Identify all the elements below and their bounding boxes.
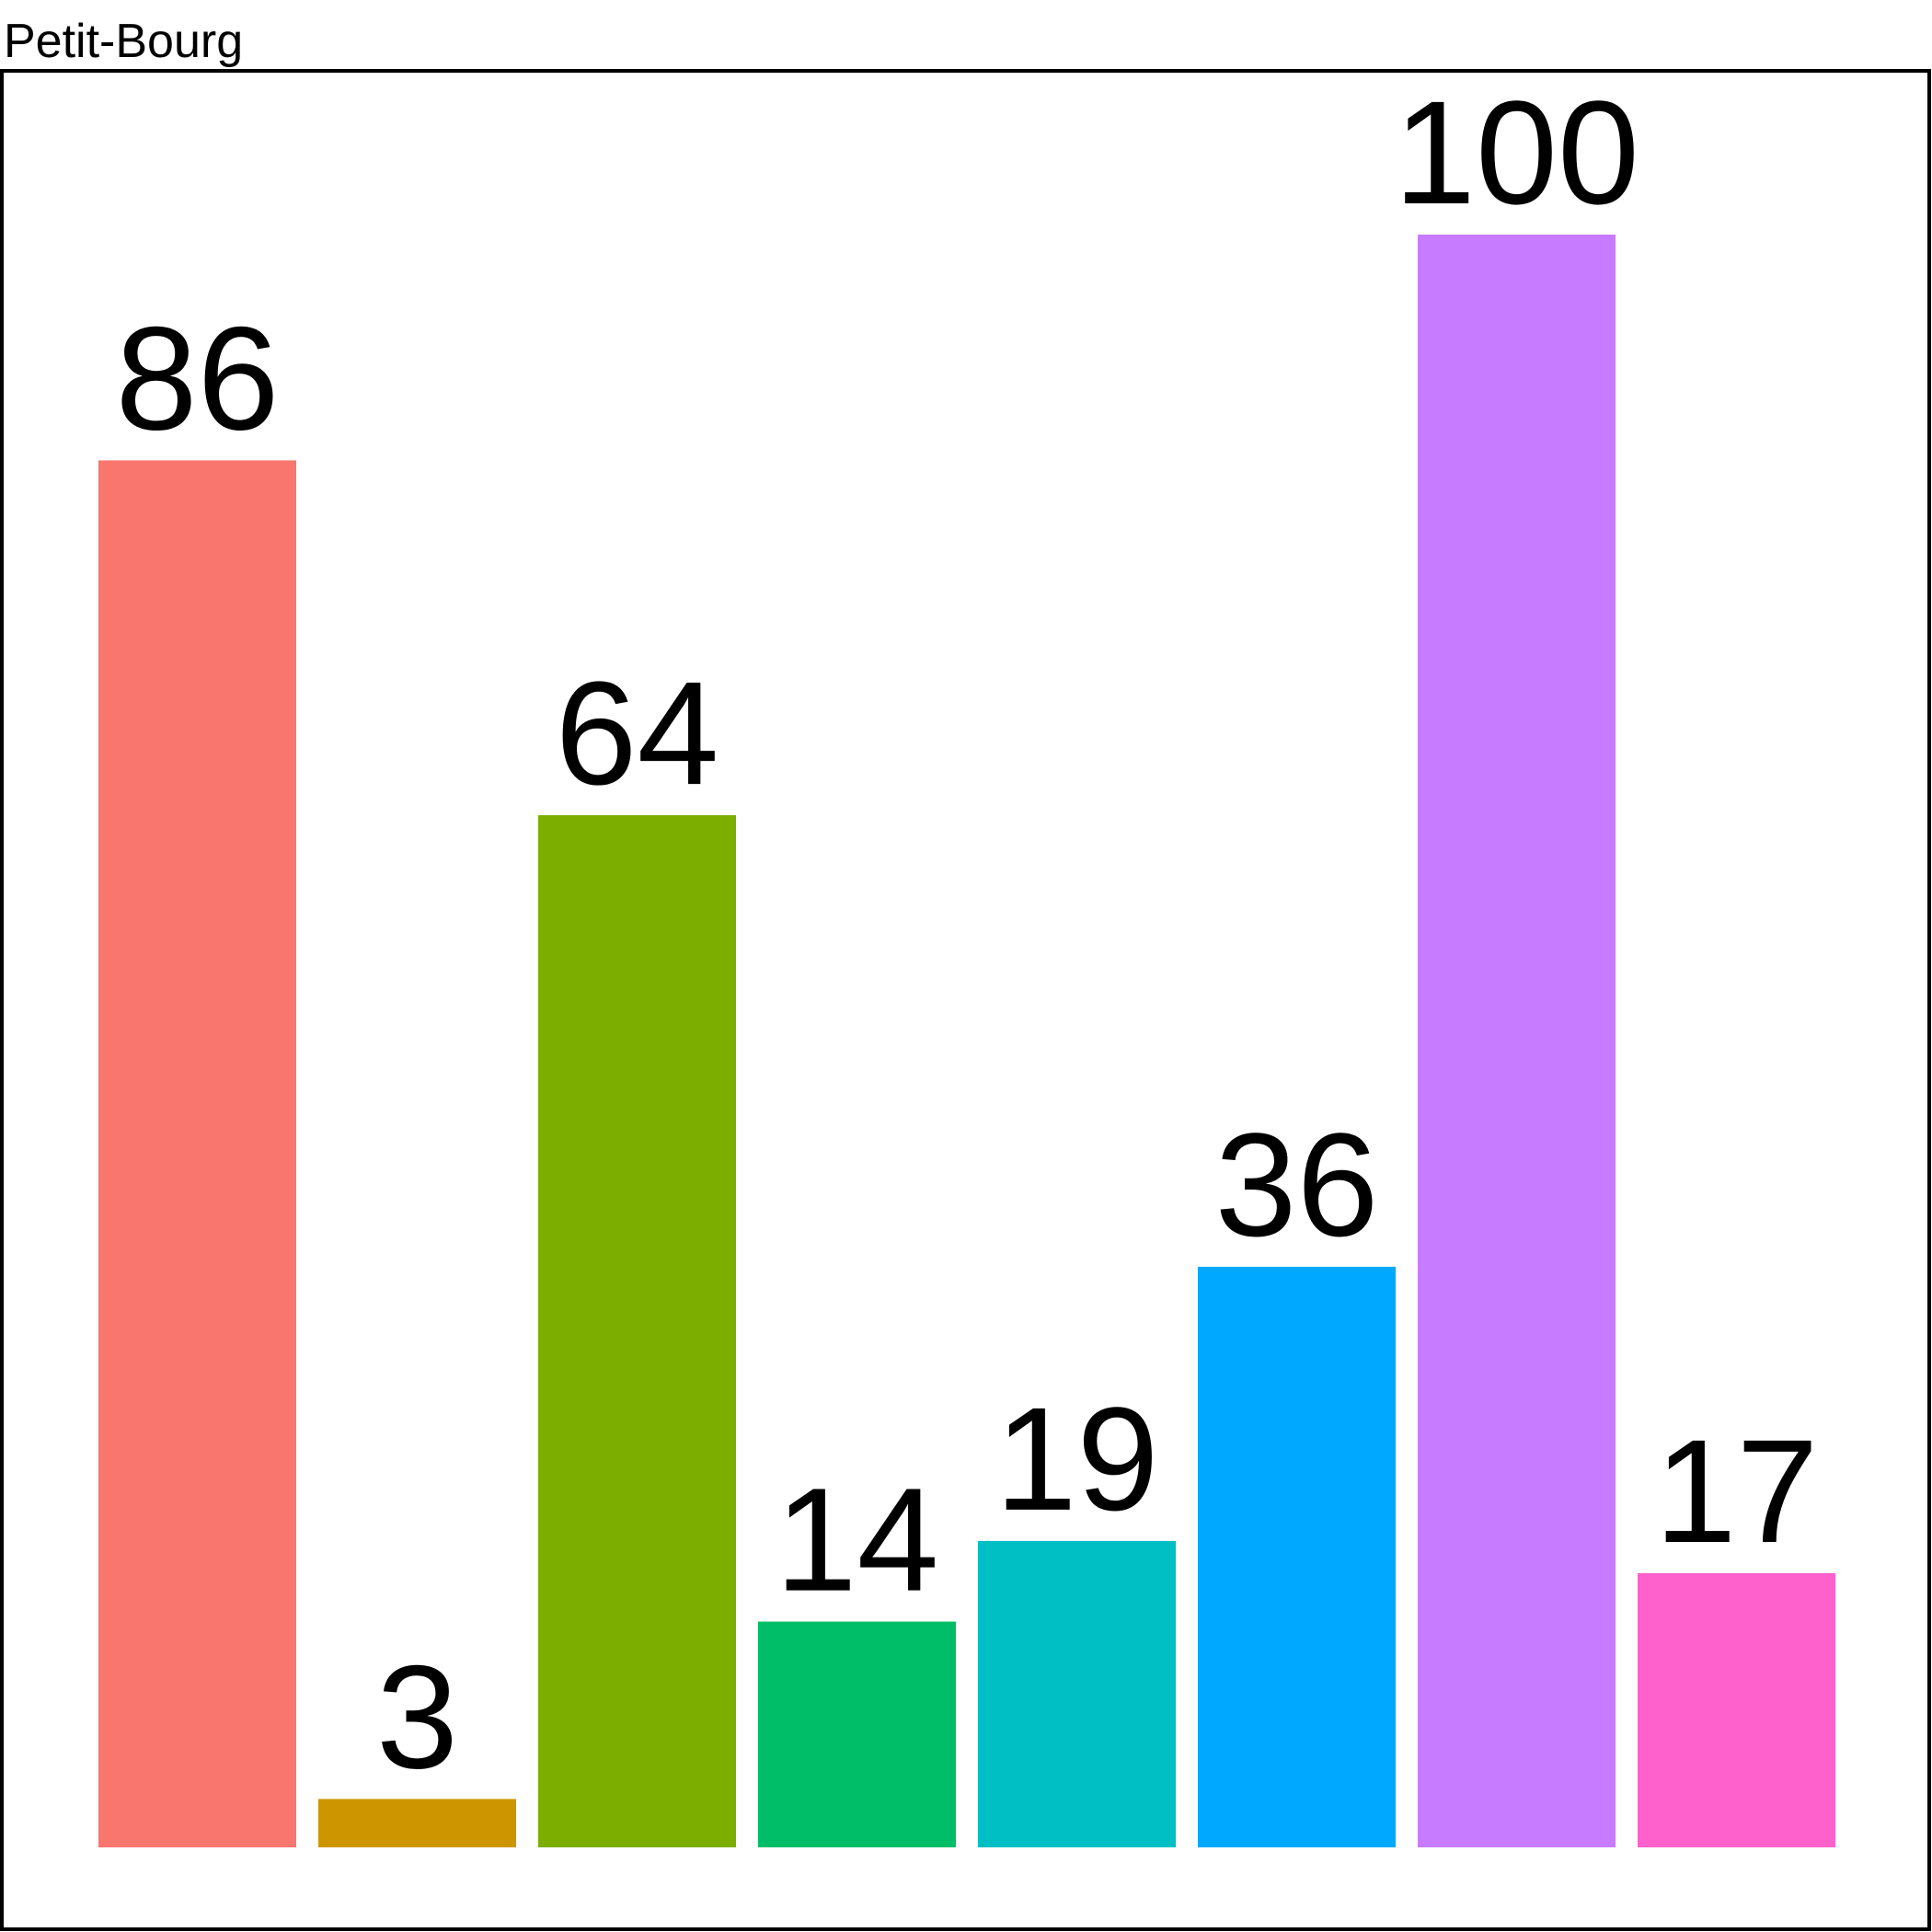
bar-1 — [98, 460, 296, 1847]
value-label-8: 17 — [1655, 1409, 1819, 1573]
value-labels-layer: 86 3 64 14 19 36 100 17 — [116, 70, 1819, 1799]
bar-7 — [1418, 235, 1616, 1847]
value-label-5: 19 — [995, 1376, 1159, 1541]
value-label-4: 14 — [776, 1457, 939, 1622]
facet-strip-label: Petit-Bourg — [4, 15, 243, 68]
value-label-6: 36 — [1215, 1102, 1379, 1267]
value-label-1: 86 — [116, 295, 280, 460]
bars-layer — [98, 235, 1835, 1847]
bar-3 — [538, 815, 736, 1847]
panel-border — [0, 69, 1931, 1931]
bar-8 — [1638, 1572, 1835, 1847]
bar-5 — [978, 1540, 1176, 1847]
bar-2 — [318, 1799, 516, 1847]
value-label-7: 100 — [1394, 70, 1639, 235]
bar-6 — [1198, 1266, 1396, 1847]
value-label-2: 3 — [376, 1634, 458, 1799]
bar-4 — [758, 1621, 956, 1847]
value-label-3: 64 — [556, 650, 719, 815]
